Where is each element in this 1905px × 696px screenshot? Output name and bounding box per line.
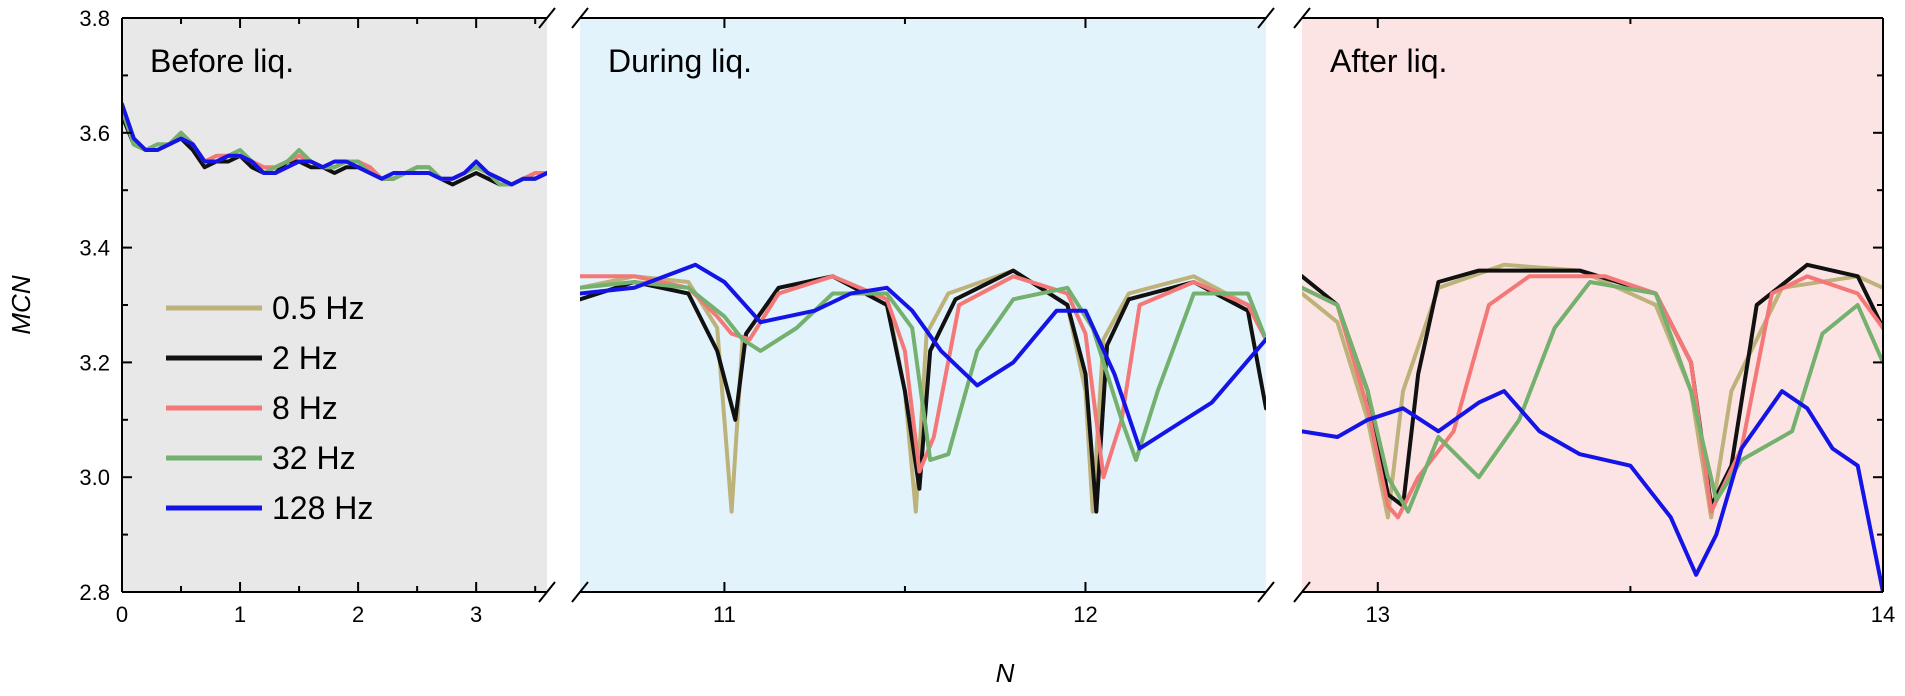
x-tick-label-3: 3 [470,602,482,627]
panel-backgrounds [122,18,1883,592]
series-group-before [122,102,547,187]
y-tick-label-3.0: 3.0 [79,465,110,490]
legend-label-0-5-Hz: 0.5 Hz [272,290,364,326]
axis-break-mark [1293,7,1311,29]
y-tick-label-3.6: 3.6 [79,121,110,146]
axis-break-mark [571,7,589,29]
series-line-after-32-Hz [1302,280,1883,514]
panel-title-after: After liq. [1330,43,1447,79]
legend-label-128-Hz: 128 Hz [272,490,373,526]
panel-title-before: Before liq. [150,43,294,79]
y-axis-title: MCN [6,275,36,334]
legend-label-8-Hz: 8 Hz [272,390,338,426]
series-line-during-128-Hz [580,262,1266,451]
series-line-after-8-Hz [1302,274,1883,520]
x-tick-label-13: 13 [1366,602,1390,627]
x-tick-label-11: 11 [713,602,736,627]
series-line-during-0-5-Hz [580,268,1266,514]
series-group-after [1302,262,1883,592]
x-tick-label-0: 0 [116,602,128,627]
x-tick-label-14: 14 [1871,602,1895,627]
axis-break-mark [538,581,556,603]
series-line-during-32-Hz [580,280,1266,462]
panel-title-during: During liq. [608,43,752,79]
axis-break-mark [1257,581,1275,603]
axis-break-mark [571,581,589,603]
series-line-before-2-Hz [122,113,547,187]
series-lines [122,102,1883,592]
panel-background-during [580,18,1266,592]
series-line-after-128-Hz [1302,389,1883,592]
y-tick-label-3.2: 3.2 [79,350,110,375]
x-tick-label-12: 12 [1073,602,1097,627]
axis-ticks [121,17,1884,593]
series-group-during [580,262,1266,514]
legend-label-2-Hz: 2 Hz [272,340,338,376]
y-tick-label-3.8: 3.8 [79,6,110,31]
axis-break-mark [1293,581,1311,603]
x-axis-title: N [996,658,1015,688]
y-tick-label-3.4: 3.4 [79,236,110,261]
panel-background-before [122,18,547,592]
axis-break-mark [1257,7,1275,29]
axis-break-mark [538,7,556,29]
series-line-before-128-Hz [122,102,547,187]
y-tick-label-2.8: 2.8 [79,580,110,605]
legend: 0.5 Hz 2 Hz 8 Hz 32 Hz 128 Hz [166,290,373,526]
series-line-during-8-Hz [580,274,1266,480]
x-tick-label-1: 1 [234,602,246,627]
legend-label-32-Hz: 32 Hz [272,440,356,476]
x-tick-label-2: 2 [352,602,364,627]
